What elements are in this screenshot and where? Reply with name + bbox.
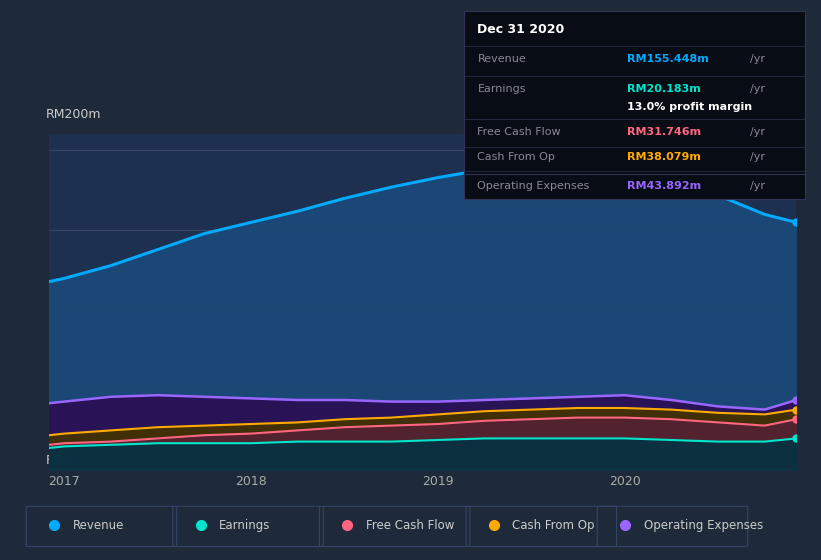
Text: Free Cash Flow: Free Cash Flow: [478, 127, 561, 137]
Text: Cash From Op: Cash From Op: [478, 152, 555, 162]
Text: Revenue: Revenue: [478, 54, 526, 64]
Text: /yr: /yr: [750, 181, 765, 191]
Text: RM20.183m: RM20.183m: [627, 84, 701, 94]
Text: RM31.746m: RM31.746m: [627, 127, 701, 137]
Text: Revenue: Revenue: [72, 519, 124, 532]
Text: RM43.892m: RM43.892m: [627, 181, 701, 191]
Text: Dec 31 2020: Dec 31 2020: [478, 23, 565, 36]
Text: Operating Expenses: Operating Expenses: [478, 181, 589, 191]
Text: /yr: /yr: [750, 152, 765, 162]
Text: Operating Expenses: Operating Expenses: [644, 519, 763, 532]
Text: Earnings: Earnings: [219, 519, 270, 532]
Text: Earnings: Earnings: [478, 84, 526, 94]
Text: /yr: /yr: [750, 127, 765, 137]
Text: RM38.079m: RM38.079m: [627, 152, 701, 162]
Text: Free Cash Flow: Free Cash Flow: [365, 519, 454, 532]
Text: /yr: /yr: [750, 54, 765, 64]
Text: RM155.448m: RM155.448m: [627, 54, 709, 64]
Text: /yr: /yr: [750, 84, 765, 94]
Text: RM0: RM0: [45, 454, 73, 467]
Text: RM200m: RM200m: [45, 108, 101, 121]
Text: 13.0% profit margin: 13.0% profit margin: [627, 102, 753, 112]
Text: Cash From Op: Cash From Op: [512, 519, 595, 532]
